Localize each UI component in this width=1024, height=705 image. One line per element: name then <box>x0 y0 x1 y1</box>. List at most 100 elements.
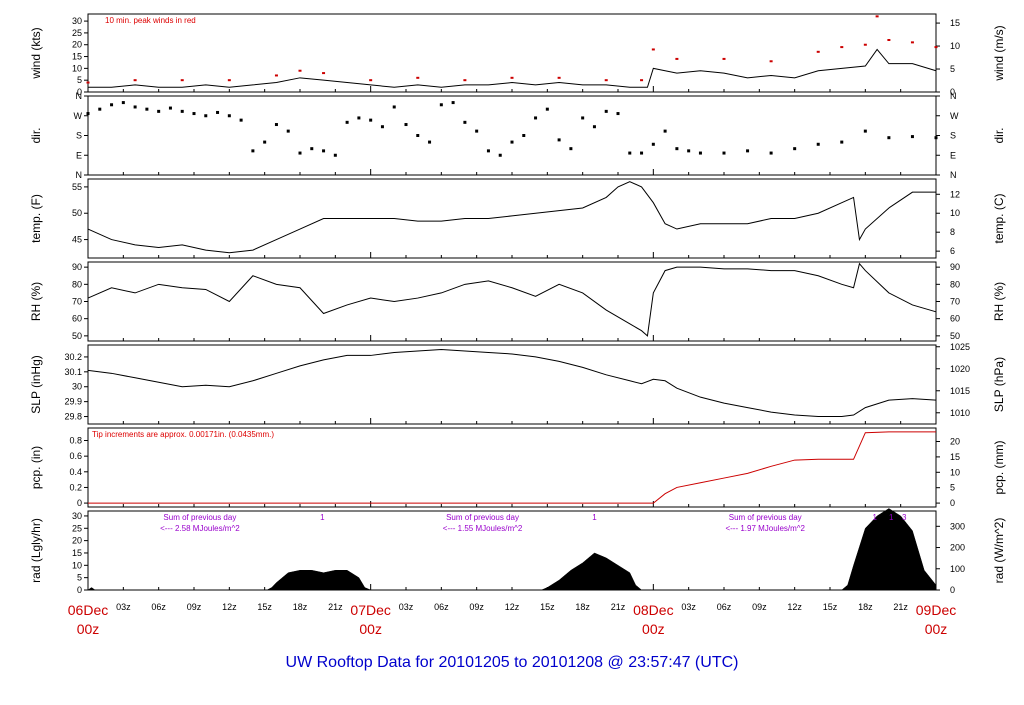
dir-point <box>369 118 373 122</box>
peak-wind-point <box>840 46 844 49</box>
y-axis-title-left: pcp. (in) <box>29 446 43 489</box>
series-line-wind <box>88 48 937 88</box>
y-tick-label-left: 20 <box>72 40 82 50</box>
dir-point <box>628 151 632 155</box>
y-axis-title-right: SLP (hPa) <box>992 357 1006 412</box>
x-tick-label: 12z <box>505 602 520 612</box>
peak-wind-point <box>180 79 184 82</box>
dir-point <box>616 112 620 116</box>
y-tick-label-left: 50 <box>72 331 82 341</box>
peak-wind-point <box>227 79 231 82</box>
y-tick-label-right: 10 <box>950 467 960 477</box>
dir-point <box>98 107 102 111</box>
dir-point <box>86 112 90 116</box>
dir-point <box>145 107 149 111</box>
y-tick-label-right: 200 <box>950 543 965 553</box>
dir-point <box>569 147 573 151</box>
y-tick-label-left: 80 <box>72 279 82 289</box>
y-tick-label-right: 100 <box>950 564 965 574</box>
y-tick-label-right: 70 <box>950 297 960 307</box>
radiation-sum-value: <--- 1.55 MJoules/m^2 <box>443 524 523 533</box>
dir-point <box>840 140 844 144</box>
x-day-sub-label: 00z <box>77 621 100 637</box>
panel-slp: 29.8 29.9 30 30.1 30.2 1010 1015 1020 1025 SLP (i… <box>29 342 1006 425</box>
y-tick-label-right: 5 <box>950 483 955 493</box>
dir-point <box>204 114 208 118</box>
dir-point <box>168 106 172 110</box>
y-tick-label-left: 90 <box>72 262 82 272</box>
dir-point <box>180 109 184 113</box>
y-tick-label-left: 25 <box>72 523 82 533</box>
y-tick-label-left: 29.9 <box>64 397 82 407</box>
panel-frame <box>87 344 937 425</box>
y-tick-label-right: S <box>950 131 956 141</box>
dir-point <box>640 151 644 155</box>
x-tick-label: 15z <box>257 602 272 612</box>
y-tick-label-left: 15 <box>72 548 82 558</box>
dir-point <box>239 118 243 122</box>
y-tick-label-right: 12 <box>950 189 960 199</box>
dir-point <box>698 151 702 155</box>
dir-point <box>416 134 420 137</box>
peak-wind-point <box>675 57 679 60</box>
peak-wind-point <box>910 41 914 44</box>
dir-point <box>545 107 549 111</box>
dir-point <box>286 129 290 133</box>
panel-rh: 50 60 70 80 90 50 60 70 80 90 RH (%) RH (%) <box>29 261 1006 342</box>
x-day-label: 08Dec <box>633 602 673 618</box>
dir-point <box>251 149 255 153</box>
y-tick-label-right: 0 <box>950 585 955 595</box>
radiation-sum-label: Sum of previous day <box>163 513 236 522</box>
x-tick-label: 18z <box>293 602 308 612</box>
y-tick-label-left: 30.2 <box>64 352 82 362</box>
dir-point <box>380 125 384 129</box>
y-tick-label-right: W <box>950 111 959 121</box>
x-tick-label: 12z <box>222 602 237 612</box>
y-tick-label-left: 55 <box>72 182 82 192</box>
y-tick-label-left: N <box>76 170 83 180</box>
peak-wind-point <box>934 46 938 49</box>
x-tick-label: 12z <box>787 602 802 612</box>
x-tick-label: 21z <box>893 602 908 612</box>
dir-point <box>310 147 314 151</box>
y-tick-label-left: 30 <box>72 382 82 392</box>
peak-wind-point <box>863 43 867 46</box>
dir-point <box>486 149 490 153</box>
y-tick-label-left: 10 <box>72 560 82 570</box>
dir-point <box>910 135 914 139</box>
series-line-temp <box>87 181 936 254</box>
chart-title: UW Rooftop Data for 20101205 to 20101208… <box>286 654 739 671</box>
peak-wind-point <box>510 76 514 79</box>
radiation-sum-label: Sum of previous day <box>729 513 802 522</box>
dir-point <box>227 114 231 118</box>
panel-frame <box>87 13 937 93</box>
dir-point <box>816 142 820 146</box>
y-axis-title-right: rad (W/m^2) <box>992 518 1006 584</box>
y-tick-label-left: 0 <box>77 585 82 595</box>
dir-point <box>769 151 773 155</box>
dir-point <box>510 140 514 144</box>
y-tick-label-right: E <box>950 150 956 160</box>
dir-point <box>675 147 679 151</box>
y-tick-label-left: 15 <box>72 52 82 62</box>
dir-point <box>475 129 479 133</box>
panel-pcp: 0 0.2 0.4 0.6 0.8 0 5 10 15 20 pcp. (in) pcp. (mm) T… <box>29 427 1006 508</box>
y-tick-label-right: 8 <box>950 227 955 237</box>
y-tick-label-right: 1020 <box>950 364 970 374</box>
radiation-marker: 1 <box>592 513 597 522</box>
y-axis-title-left: wind (kts) <box>29 27 43 79</box>
y-tick-label-left: 5 <box>77 75 82 85</box>
peak-wind-point <box>463 79 467 82</box>
y-tick-label-right: 0 <box>950 87 955 97</box>
y-tick-label-right: 6 <box>950 246 955 256</box>
y-axis-title-left: temp. (F) <box>29 194 43 243</box>
dir-point <box>404 123 408 127</box>
dir-point <box>522 134 526 137</box>
y-tick-label-right: 5 <box>950 64 955 74</box>
x-day-label: 09Dec <box>916 602 956 618</box>
y-axis-title-right: RH (%) <box>992 282 1006 321</box>
dir-point <box>663 129 667 133</box>
